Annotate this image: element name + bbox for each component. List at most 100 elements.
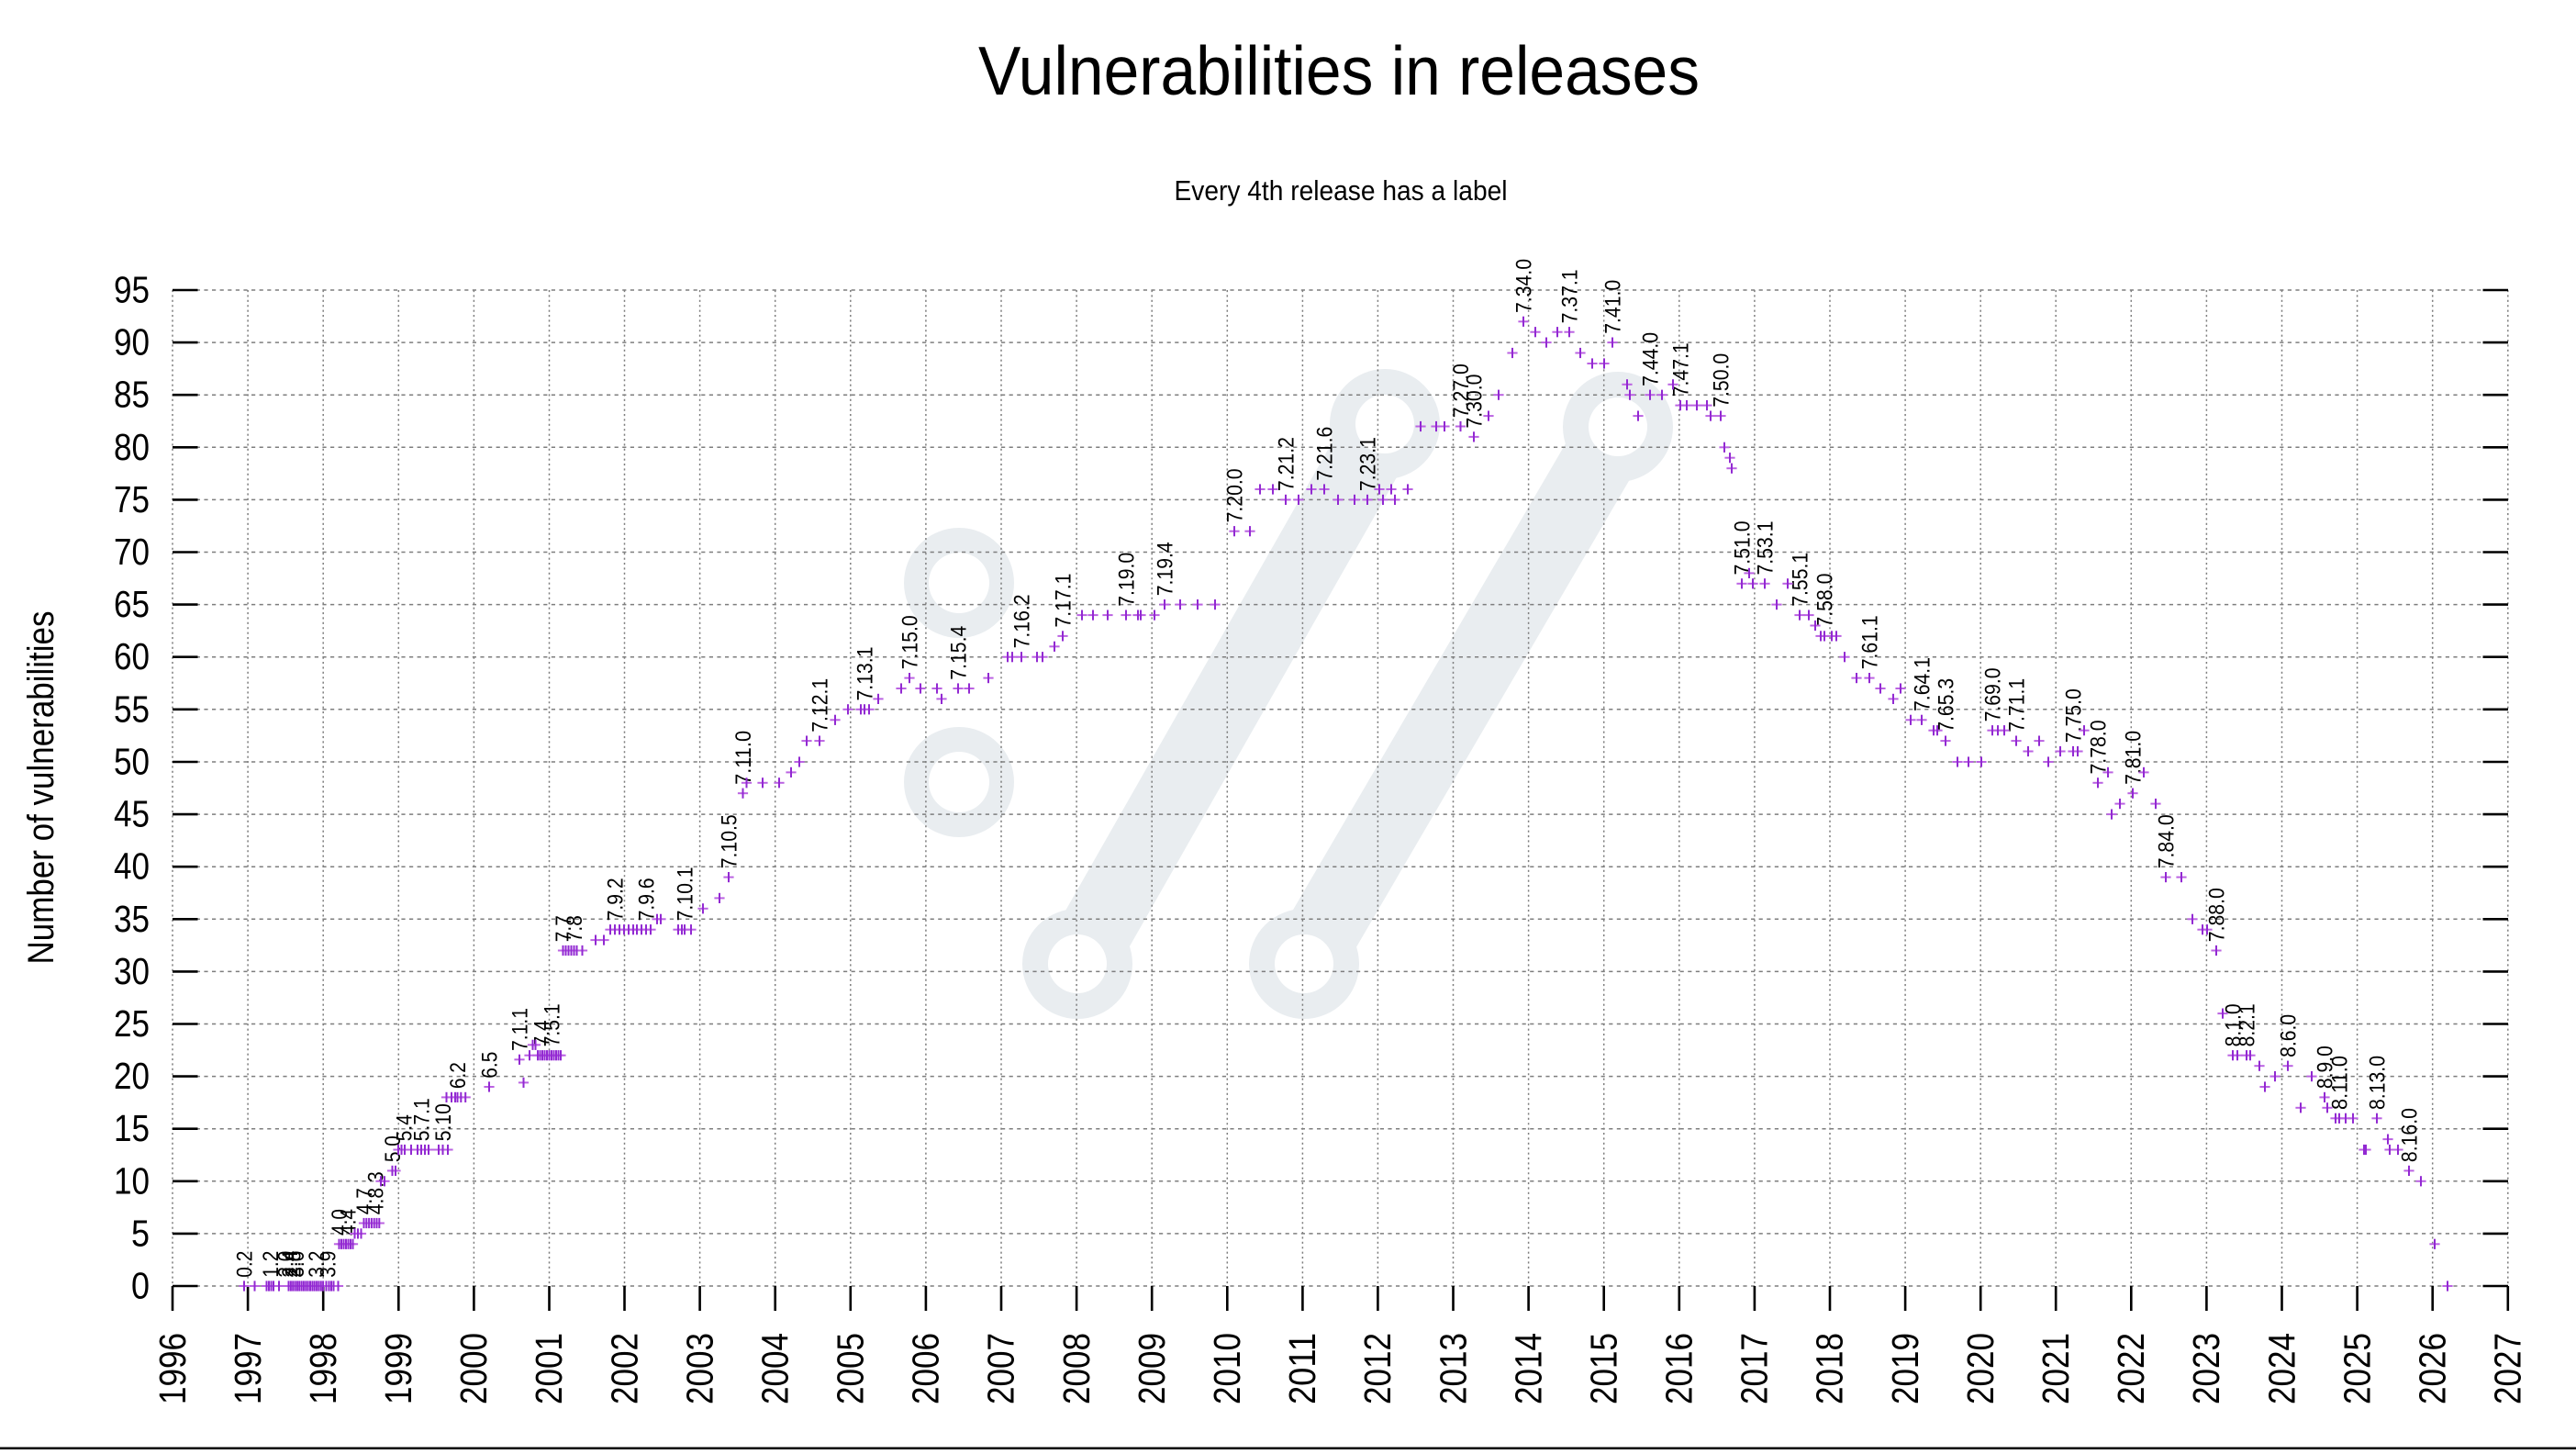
svg-text:2026: 2026 xyxy=(2412,1333,2454,1404)
svg-text:2005: 2005 xyxy=(830,1333,872,1404)
svg-text:85: 85 xyxy=(114,374,150,416)
svg-text:8.11.0: 8.11.0 xyxy=(2327,1056,2352,1110)
svg-text:7.10.5: 7.10.5 xyxy=(717,814,742,868)
svg-text:6.2: 6.2 xyxy=(446,1062,471,1089)
svg-text:1997: 1997 xyxy=(227,1333,269,1404)
svg-text:2012: 2012 xyxy=(1356,1333,1399,1404)
svg-text:50: 50 xyxy=(114,741,150,783)
svg-text:2003: 2003 xyxy=(678,1333,720,1404)
svg-text:2010: 2010 xyxy=(1206,1333,1248,1404)
svg-text:6.5: 6.5 xyxy=(477,1052,502,1079)
svg-text:7.44.0: 7.44.0 xyxy=(1638,332,1663,386)
svg-text:60: 60 xyxy=(114,635,150,677)
svg-text:2019: 2019 xyxy=(1884,1333,1926,1404)
svg-text:10: 10 xyxy=(114,1159,150,1202)
svg-text:0.2: 0.2 xyxy=(232,1251,257,1278)
svg-text:7.21.6: 7.21.6 xyxy=(1312,427,1337,481)
svg-text:2027: 2027 xyxy=(2487,1333,2529,1404)
svg-text:95: 95 xyxy=(114,269,150,311)
svg-text:2011: 2011 xyxy=(1281,1333,1323,1404)
svg-text:2009: 2009 xyxy=(1131,1333,1173,1404)
svg-text:2007: 2007 xyxy=(980,1333,1022,1404)
svg-text:7.78.0: 7.78.0 xyxy=(2086,721,2111,775)
svg-text:7.7: 7.7 xyxy=(552,915,576,942)
svg-text:7.27.0: 7.27.0 xyxy=(1449,364,1474,418)
svg-text:7.4: 7.4 xyxy=(530,1020,554,1046)
svg-text:7.13.1: 7.13.1 xyxy=(853,647,877,701)
svg-text:2002: 2002 xyxy=(603,1333,645,1404)
svg-text:4.7: 4.7 xyxy=(352,1188,377,1214)
svg-text:8.1.0: 8.1.0 xyxy=(2221,1003,2246,1046)
svg-text:2.8: 2.8 xyxy=(281,1251,306,1278)
svg-text:2006: 2006 xyxy=(905,1333,947,1404)
svg-text:8.9.0: 8.9.0 xyxy=(2313,1046,2337,1089)
svg-text:4.0: 4.0 xyxy=(328,1209,352,1236)
svg-text:7.15.0: 7.15.0 xyxy=(898,615,922,669)
svg-text:2022: 2022 xyxy=(2110,1333,2152,1404)
svg-text:7.12.1: 7.12.1 xyxy=(808,678,832,733)
svg-text:20: 20 xyxy=(114,1055,150,1097)
svg-text:4.4: 4.4 xyxy=(336,1209,361,1236)
svg-text:40: 40 xyxy=(114,845,150,888)
svg-text:8.13.0: 8.13.0 xyxy=(2365,1056,2390,1110)
svg-text:0: 0 xyxy=(131,1265,150,1307)
svg-text:45: 45 xyxy=(114,793,150,835)
svg-text:7.34.0: 7.34.0 xyxy=(1511,259,1536,313)
svg-text:7.16.2: 7.16.2 xyxy=(1009,594,1034,648)
svg-text:30: 30 xyxy=(114,950,150,992)
svg-text:35: 35 xyxy=(114,898,150,940)
svg-text:1996: 1996 xyxy=(151,1333,194,1404)
svg-text:2000: 2000 xyxy=(452,1333,495,1404)
svg-text:7.64.1: 7.64.1 xyxy=(1910,657,1935,711)
svg-text:7.71.1: 7.71.1 xyxy=(2004,678,2029,733)
svg-text:Every 4th release has a label: Every 4th release has a label xyxy=(1175,175,1508,207)
svg-text:7.5.1: 7.5.1 xyxy=(540,1003,564,1046)
svg-text:7.75.0: 7.75.0 xyxy=(2061,688,2086,743)
svg-text:7.30.0: 7.30.0 xyxy=(1462,375,1487,429)
svg-text:2.4: 2.4 xyxy=(278,1251,303,1278)
svg-text:7.15.4: 7.15.4 xyxy=(946,626,971,680)
svg-text:7.53.1: 7.53.1 xyxy=(1753,521,1778,576)
svg-text:7.9.2: 7.9.2 xyxy=(603,878,628,921)
svg-text:55: 55 xyxy=(114,688,150,730)
svg-text:2013: 2013 xyxy=(1432,1333,1474,1404)
svg-text:2025: 2025 xyxy=(2336,1333,2378,1404)
svg-text:15: 15 xyxy=(114,1107,150,1149)
svg-text:2017: 2017 xyxy=(1734,1333,1776,1404)
svg-text:2008: 2008 xyxy=(1055,1333,1098,1404)
svg-text:7.69.0: 7.69.0 xyxy=(1980,667,2005,721)
svg-text:7.19.0: 7.19.0 xyxy=(1114,553,1139,607)
svg-text:5.4: 5.4 xyxy=(392,1114,417,1141)
svg-text:7.19.4: 7.19.4 xyxy=(1153,542,1177,596)
svg-text:2004: 2004 xyxy=(754,1333,797,1404)
svg-text:25: 25 xyxy=(114,1002,150,1045)
svg-text:2023: 2023 xyxy=(2185,1333,2227,1404)
svg-text:2014: 2014 xyxy=(1507,1333,1549,1404)
svg-text:2024: 2024 xyxy=(2260,1333,2303,1404)
svg-text:7.37.1: 7.37.1 xyxy=(1557,269,1582,323)
svg-text:5.10: 5.10 xyxy=(431,1103,456,1141)
svg-text:1998: 1998 xyxy=(302,1333,344,1404)
svg-text:8.6.0: 8.6.0 xyxy=(2276,1014,2301,1057)
svg-text:8.16.0: 8.16.0 xyxy=(2397,1108,2422,1162)
svg-text:65: 65 xyxy=(114,583,150,625)
svg-text:7.81.0: 7.81.0 xyxy=(2121,731,2146,785)
svg-text:2020: 2020 xyxy=(1959,1333,2002,1404)
svg-text:8.2.1: 8.2.1 xyxy=(2235,1003,2259,1046)
svg-text:Number of vulnerabilities: Number of vulnerabilities xyxy=(21,611,61,965)
svg-text:2001: 2001 xyxy=(528,1333,570,1404)
svg-text:Vulnerabilities in releases: Vulnerabilities in releases xyxy=(978,32,1700,109)
svg-text:7.61.1: 7.61.1 xyxy=(1857,615,1882,669)
svg-text:7.41.0: 7.41.0 xyxy=(1600,280,1625,334)
svg-text:3.0: 3.0 xyxy=(284,1251,309,1278)
svg-text:7.11.0: 7.11.0 xyxy=(731,731,756,785)
svg-text:2021: 2021 xyxy=(2035,1333,2077,1404)
svg-text:7.88.0: 7.88.0 xyxy=(2204,888,2229,942)
svg-text:7.1.1: 7.1.1 xyxy=(507,1008,532,1051)
svg-text:2.0: 2.0 xyxy=(273,1251,298,1278)
svg-text:90: 90 xyxy=(114,321,150,364)
svg-text:7.50.0: 7.50.0 xyxy=(1709,353,1734,408)
svg-text:70: 70 xyxy=(114,531,150,573)
svg-text:2016: 2016 xyxy=(1658,1333,1701,1404)
svg-text:7.58.0: 7.58.0 xyxy=(1812,574,1837,628)
